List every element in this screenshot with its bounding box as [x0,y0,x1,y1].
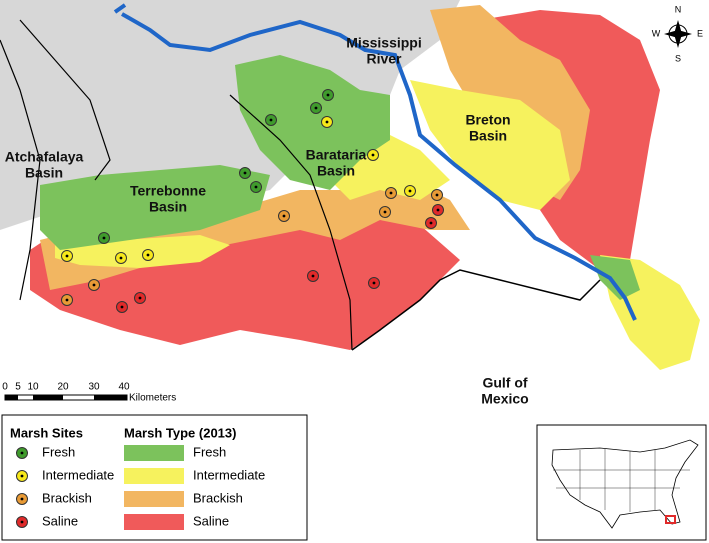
site-marker-dot [120,305,124,309]
coastline-boundary [351,269,601,351]
legend-label: Saline [193,513,229,528]
scale-tick-label: 40 [118,382,130,393]
site-marker-dot [372,281,376,285]
place-label: Basin [149,199,187,215]
place-label: Basin [317,163,355,179]
intermediate-marsh [410,80,570,210]
site-marker-dot [326,93,330,97]
site-marker-dot [429,221,433,225]
site-marker-dot [146,253,150,257]
place-label: Breton [465,112,510,128]
scale-tick-label: 20 [57,382,69,393]
legend-swatch [124,468,184,484]
mississippi-river [113,3,637,321]
site-marker-dot [243,171,247,175]
scale-tick-label: 5 [15,382,21,393]
legend-swatch [124,445,184,461]
compass-e: E [697,28,703,38]
site-marker-dot [311,274,315,278]
place-label: Mississippi [346,35,421,51]
legend-label: Fresh [42,444,75,459]
site-marker-dot [408,189,412,193]
inset-study-area [665,515,676,524]
site-marker-dot [269,118,273,122]
place-label: Barataria [306,147,367,163]
legend: Fresh Intermediate Brackish Saline Fresh Inte… [16,444,265,530]
compass-n: N [675,4,682,14]
legend-label: Saline [42,513,78,528]
fresh-marsh [590,255,640,300]
place-label: Basin [469,128,507,144]
site-marker-dot [436,208,440,212]
site-marker-dot [254,185,258,189]
site-marker-dot [20,520,24,524]
site-marker-dot [20,451,24,455]
place-label: Atchafalaya [5,149,84,165]
compass: N S W E [652,4,703,63]
site-marker-dot [65,254,69,258]
basin-boundary [19,19,111,181]
legend-label: Fresh [193,444,226,459]
sites [61,89,444,313]
site-marker-dot [102,236,106,240]
legend-label: Brackish [193,490,243,505]
site-marker-dot [65,298,69,302]
compass-w: W [652,28,661,38]
site-marker-dot [20,474,24,478]
legend-swatch [124,491,184,507]
scale-unit: Kilometers [129,393,176,404]
place-label: Gulf of [482,375,527,391]
compass-s: S [675,53,681,63]
basin-boundary [229,94,353,351]
legend-label: Intermediate [193,467,265,482]
site-marker-dot [383,210,387,214]
legend-title: Marsh Type (2013) [124,425,236,440]
site-marker-dot [20,497,24,501]
site-marker-dot [389,191,393,195]
legend-label: Intermediate [42,467,114,482]
fresh-marsh [235,55,390,190]
scale-tick-label: 30 [88,382,100,393]
scale-bar [4,394,128,401]
site-marker-dot [282,214,286,218]
scale-tick-label: 0 [2,382,8,393]
site-marker-dot [119,256,123,260]
scale-tick-label: 10 [27,382,39,393]
site-marker-dot [138,296,142,300]
legend-swatch [124,514,184,530]
upland [0,0,460,230]
place-label: River [366,51,402,67]
place-label: Mexico [481,391,528,407]
legend-label: Brackish [42,490,92,505]
inset-states [553,449,690,512]
legend-title: Marsh Sites [10,425,83,440]
site-marker-dot [314,106,318,110]
place-label: Basin [25,165,63,181]
site-marker-dot [92,283,96,287]
scale-labels: 0 5 10 20 30 40 [2,382,130,393]
fresh-marsh [40,165,270,250]
site-marker-dot [435,193,439,197]
basin-boundary [0,39,41,301]
site-marker-dot [371,153,375,157]
place-label: Terrebonne [130,183,206,199]
site-marker-dot [325,120,329,124]
